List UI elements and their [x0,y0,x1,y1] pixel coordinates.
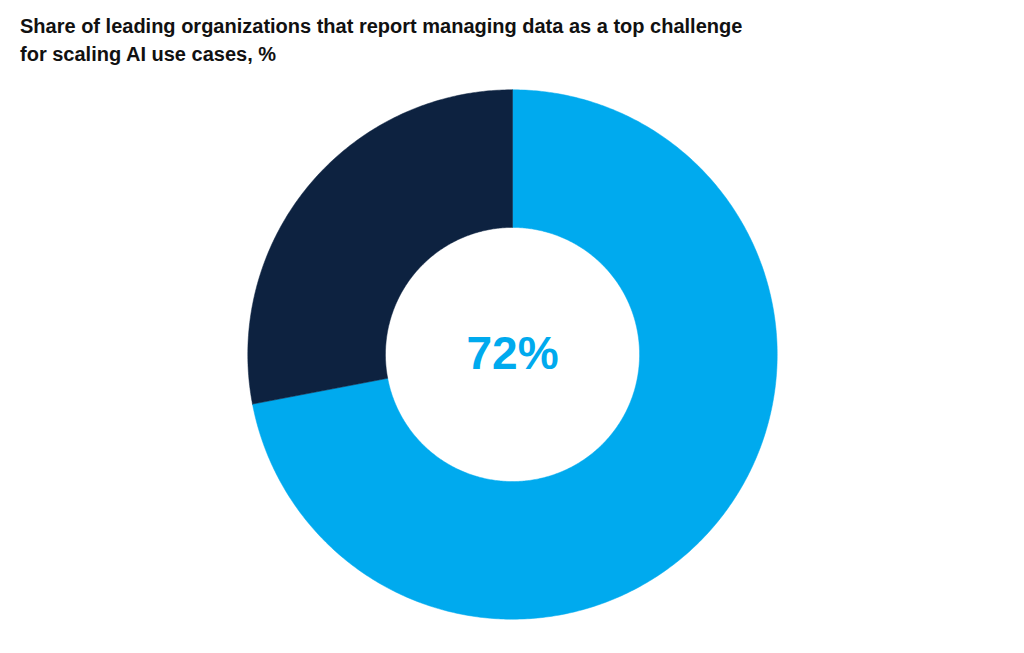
html-text:Share of leading organizations: Share of leading organizations that repo… [20,15,743,65]
svg-text:72%: 72% [466,327,558,379]
